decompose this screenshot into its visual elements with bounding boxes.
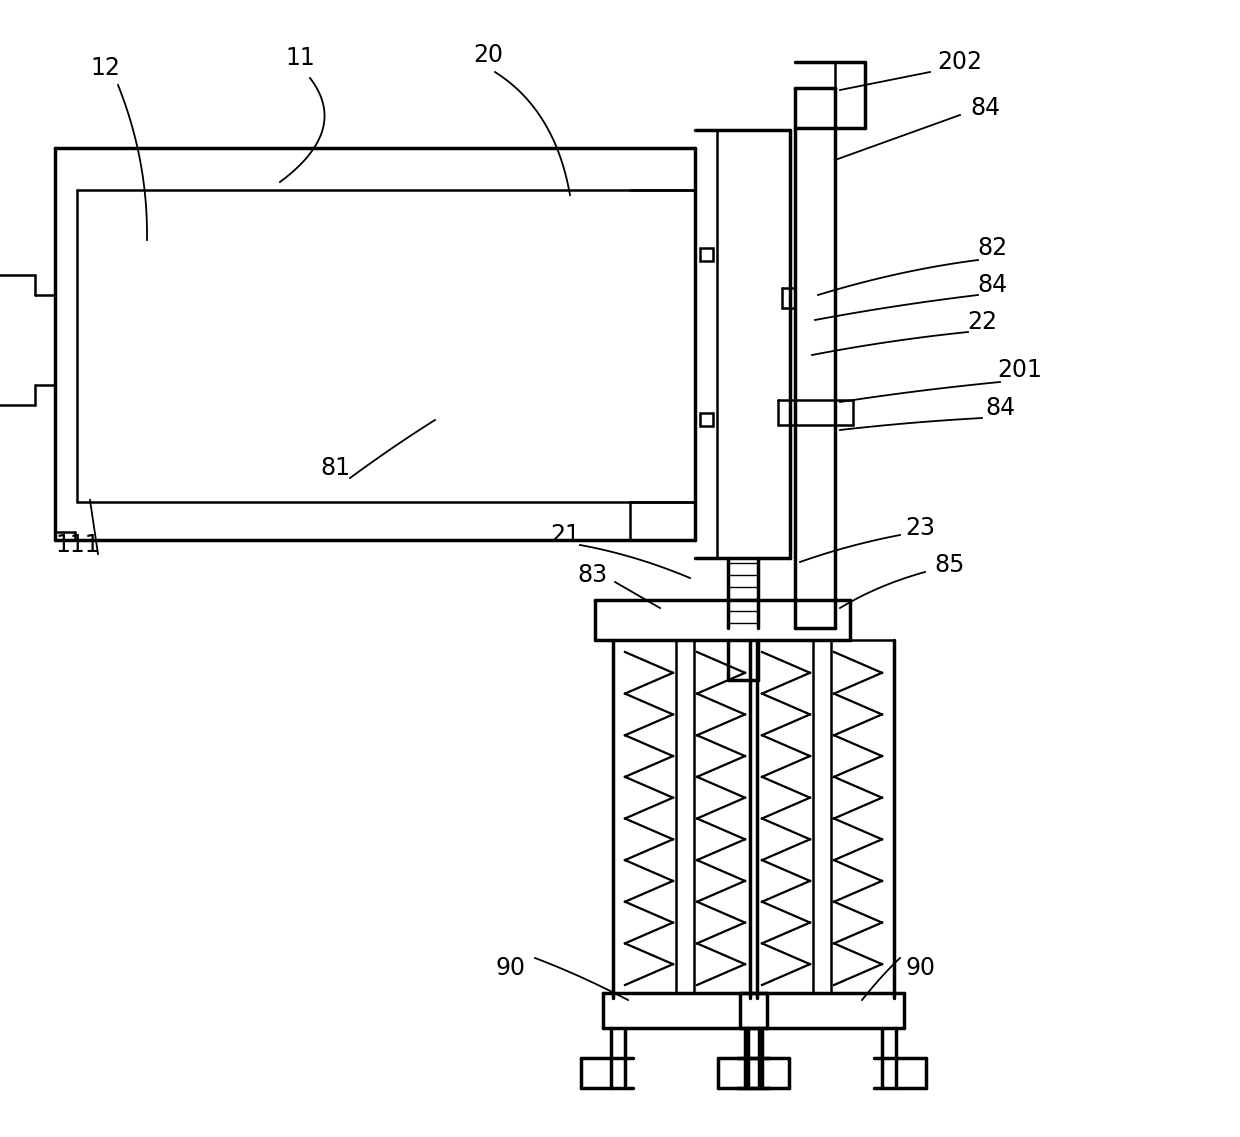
Text: 111: 111 [56,533,100,557]
Text: 21: 21 [551,523,580,547]
Text: 12: 12 [91,56,120,80]
Text: 22: 22 [967,310,997,334]
Text: 84: 84 [985,396,1016,420]
Text: 90: 90 [905,956,935,980]
Text: 82: 82 [977,236,1007,260]
Text: 23: 23 [905,516,935,540]
Text: 202: 202 [937,50,982,74]
Bar [701,248,713,262]
Text: 81: 81 [320,456,350,480]
Text: 11: 11 [285,45,315,70]
Text: 85: 85 [935,553,965,576]
Text: 20: 20 [472,43,503,67]
Text: 83: 83 [577,563,608,587]
Bar [701,413,713,426]
Text: 84: 84 [977,273,1007,297]
Text: 90: 90 [495,956,525,980]
Text: 84: 84 [970,96,1001,121]
Text: 201: 201 [997,358,1043,382]
